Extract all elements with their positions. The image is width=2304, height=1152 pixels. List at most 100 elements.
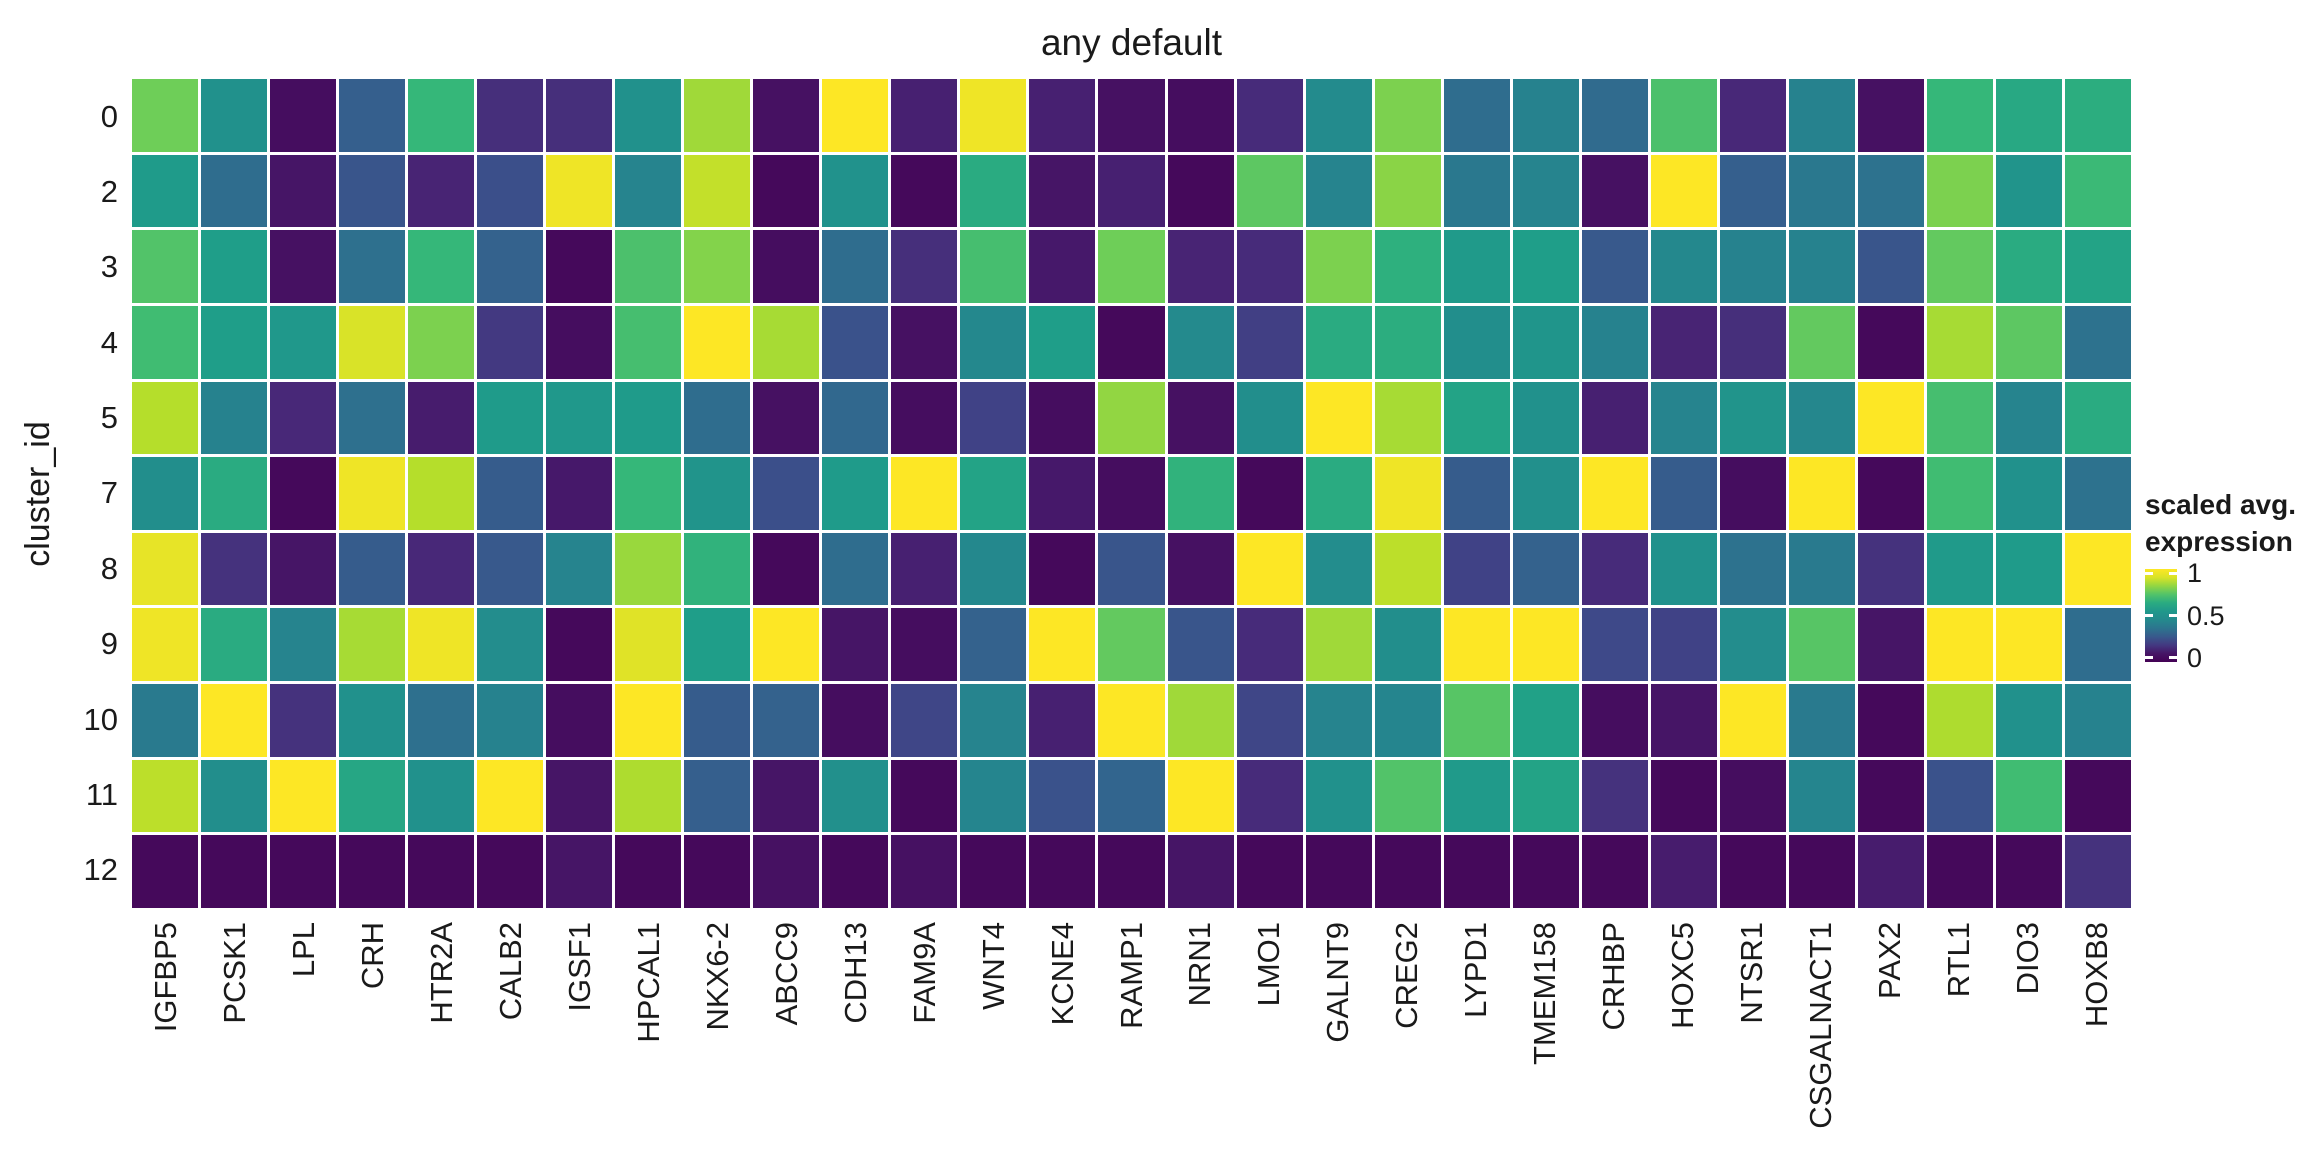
- heatmap-cell: [477, 532, 544, 606]
- heatmap-cell: [1029, 684, 1096, 757]
- heatmap-cell: [615, 305, 682, 379]
- heatmap-cell: [477, 154, 544, 228]
- heatmap-cell: [615, 759, 682, 833]
- heatmap-cell: [753, 684, 820, 757]
- heatmap-cell: [546, 608, 613, 682]
- heatmap-cell: [684, 457, 751, 530]
- heatmap-cell: [1581, 79, 1648, 152]
- heatmap-cell: [1167, 835, 1234, 908]
- heatmap-cell: [270, 759, 337, 833]
- x-axis-tick-label: TMEM158: [1527, 922, 1563, 1065]
- heatmap-cell: [2064, 79, 2131, 152]
- heatmap-cell: [546, 230, 613, 303]
- heatmap-cell: [477, 608, 544, 682]
- heatmap-cell: [1512, 759, 1579, 833]
- heatmap-cell: [1788, 532, 1855, 606]
- heatmap-cell: [1029, 532, 1096, 606]
- heatmap-cell: [1926, 532, 1993, 606]
- heatmap-cell: [408, 305, 475, 379]
- heatmap-cell: [339, 305, 406, 379]
- heatmap-cell: [201, 532, 268, 606]
- heatmap-cell: [684, 79, 751, 152]
- x-axis-tick-label: NRN1: [1182, 922, 1218, 1007]
- heatmap-cell: [408, 381, 475, 455]
- heatmap-cell: [960, 305, 1027, 379]
- heatmap-cell: [1236, 532, 1303, 606]
- heatmap-cell: [1512, 381, 1579, 455]
- y-axis-tick-label: 0: [100, 98, 118, 134]
- heatmap-cell: [2064, 759, 2131, 833]
- x-axis-tick-label: CDH13: [837, 922, 873, 1024]
- heatmap-cell: [822, 79, 889, 152]
- heatmap-cell: [477, 79, 544, 152]
- heatmap-cell: [1443, 759, 1510, 833]
- heatmap-cell: [1995, 457, 2062, 530]
- heatmap-cell: [1098, 835, 1165, 908]
- x-axis-tick-label: HTR2A: [424, 922, 460, 1024]
- heatmap-cell: [1512, 608, 1579, 682]
- x-axis-tick-label: LPL: [286, 922, 322, 978]
- heatmap-cell: [1857, 835, 1924, 908]
- heatmap-cell: [1236, 457, 1303, 530]
- legend-tick-label: 0.5: [2187, 600, 2225, 631]
- heatmap-cell: [1098, 608, 1165, 682]
- heatmap-cell: [1167, 457, 1234, 530]
- heatmap-cell: [822, 305, 889, 379]
- x-axis-tick-label: CRH: [355, 922, 391, 990]
- heatmap-cell: [1926, 457, 1993, 530]
- heatmap-cell: [753, 457, 820, 530]
- heatmap-cell: [1512, 79, 1579, 152]
- heatmap-cell: [1650, 305, 1717, 379]
- heatmap-cell: [1788, 759, 1855, 833]
- heatmap-cell: [1167, 532, 1234, 606]
- heatmap-cell: [1305, 684, 1372, 757]
- y-axis-tick-label: 4: [100, 324, 118, 360]
- heatmap-cell: [408, 457, 475, 530]
- heatmap-cell: [753, 230, 820, 303]
- heatmap-cell: [1443, 79, 1510, 152]
- heatmap-cell: [891, 759, 958, 833]
- x-axis-tick-label: ABCC9: [768, 922, 804, 1026]
- heatmap-cell: [270, 154, 337, 228]
- heatmap-cell: [1512, 305, 1579, 379]
- heatmap-cell: [1995, 835, 2062, 908]
- x-axis-tick-label: LMO1: [1251, 922, 1287, 1007]
- heatmap-cell: [1167, 79, 1234, 152]
- heatmap-cell: [546, 305, 613, 379]
- x-axis-tick-label: NKX6-2: [699, 922, 735, 1031]
- heatmap-cell: [2064, 457, 2131, 530]
- heatmap-cell: [1167, 759, 1234, 833]
- heatmap-cell: [546, 457, 613, 530]
- heatmap-cell: [339, 835, 406, 908]
- heatmap-cell: [753, 154, 820, 228]
- heatmap-cell: [1374, 305, 1441, 379]
- heatmap-cell: [1443, 835, 1510, 908]
- heatmap-cell: [1719, 759, 1786, 833]
- heatmap-cell: [1236, 154, 1303, 228]
- legend: scaled avg. expression 1 0.5 0: [2145, 486, 2303, 671]
- heatmap-cell: [1029, 457, 1096, 530]
- heatmap-cell: [684, 532, 751, 606]
- heatmap-cell: [960, 154, 1027, 228]
- heatmap-cell: [1650, 759, 1717, 833]
- heatmap-cell: [684, 154, 751, 228]
- heatmap-cell: [1995, 154, 2062, 228]
- heatmap-cell: [615, 608, 682, 682]
- heatmap-cell: [1098, 532, 1165, 606]
- heatmap-cell: [270, 684, 337, 757]
- y-axis-tick-label: 10: [83, 701, 118, 737]
- heatmap-cell: [339, 154, 406, 228]
- legend-tick-dash: [2145, 656, 2153, 660]
- heatmap-cell: [132, 457, 199, 530]
- heatmap-cell: [1581, 457, 1648, 530]
- x-axis-tick-label: RTL1: [1940, 922, 1976, 998]
- heatmap-cell: [1857, 608, 1924, 682]
- heatmap-cell: [1788, 684, 1855, 757]
- heatmap-cell: [822, 759, 889, 833]
- heatmap-cell: [1926, 79, 1993, 152]
- heatmap-cell: [1443, 305, 1510, 379]
- heatmap-cell: [201, 759, 268, 833]
- heatmap-cell: [2064, 835, 2131, 908]
- heatmap-cell: [2064, 532, 2131, 606]
- heatmap-cell: [1374, 759, 1441, 833]
